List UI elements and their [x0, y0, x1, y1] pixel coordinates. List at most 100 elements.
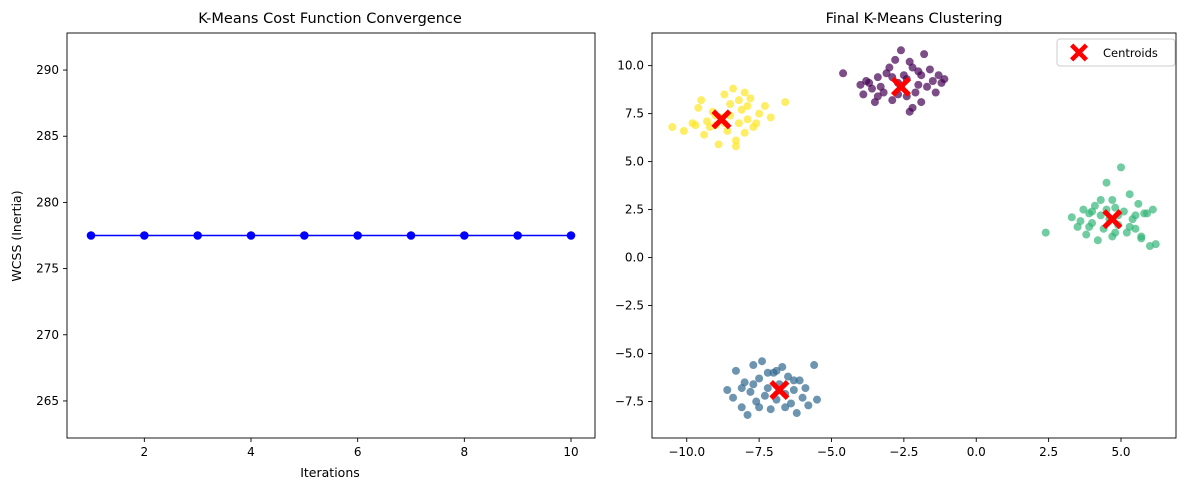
cluster-point [740, 128, 749, 137]
cluster-point [755, 403, 764, 412]
y-tick-label: 7.5 [625, 107, 644, 121]
cluster-point [1137, 232, 1146, 241]
cluster-point [1096, 211, 1105, 220]
cluster-point [720, 90, 729, 99]
cluster-point [778, 362, 787, 371]
cluster-point [755, 374, 764, 383]
cluster-point [1041, 228, 1050, 237]
cluster-point [865, 78, 874, 87]
cluster-point [731, 142, 740, 151]
cluster-point [737, 384, 746, 393]
cluster-point [781, 403, 790, 412]
plot-frame [66, 32, 596, 439]
cluster-point [795, 376, 804, 385]
cluster-point [740, 88, 749, 97]
cluster-point [928, 76, 937, 85]
cluster-point [1067, 213, 1076, 222]
data-point [193, 231, 202, 240]
cluster-point [697, 96, 706, 105]
cluster-point [694, 103, 703, 112]
centroid-marker [769, 380, 790, 401]
cluster-point [766, 405, 775, 414]
cluster-point [714, 140, 723, 149]
cluster-point [746, 387, 755, 396]
data-point [86, 231, 96, 240]
cluster-point [743, 115, 752, 124]
cluster-point [743, 410, 752, 419]
chart-title: K-Means Cost Function Convergence [198, 11, 462, 27]
x-tick-label: 2.5 [1039, 445, 1058, 459]
cluster-point [920, 50, 929, 59]
cluster-point [723, 126, 732, 135]
cluster-point [789, 376, 798, 385]
centroid-marker [890, 76, 911, 97]
cluster-point [1143, 209, 1152, 218]
cluster-point [891, 55, 900, 64]
cluster-point [1134, 199, 1143, 208]
x-tick-label: 0.0 [967, 445, 986, 459]
cluster-point [731, 366, 740, 375]
cluster-point [737, 403, 746, 412]
centroid-marker [1102, 209, 1123, 230]
cluster-point [668, 123, 677, 132]
x-tick-label: 10 [563, 445, 578, 459]
cluster-point [737, 105, 746, 114]
cluster-point [931, 88, 940, 97]
x-tick-label: −10.0 [668, 445, 705, 459]
cluster-point [734, 119, 743, 128]
x-tick-label: −2.5 [889, 445, 918, 459]
cluster-point [856, 80, 865, 89]
plot-area: 2 4 6 8 10 265 270 275 280 285 290 [36, 32, 596, 459]
cluster-point [749, 361, 758, 370]
cluster-point [1085, 222, 1094, 231]
cluster-point [804, 401, 813, 410]
cluster-point [1125, 190, 1134, 199]
cluster-point [801, 384, 810, 393]
cluster-point [760, 101, 769, 110]
cluster-point [758, 357, 767, 366]
cluster-point [810, 361, 819, 370]
y-tick-label: −2.5 [615, 299, 644, 313]
cluster-point [763, 384, 772, 393]
y-tick-label: −7.5 [615, 395, 644, 409]
cluster-point [911, 88, 920, 97]
cluster-point [1102, 178, 1111, 187]
cluster-point [691, 121, 700, 130]
cluster-point [789, 386, 798, 395]
y-tick-label: 290 [36, 63, 59, 77]
chart-title: Final K-Means Clustering [826, 11, 1003, 27]
x-tick-label: 2 [141, 445, 149, 459]
chart-cost-convergence: K-Means Cost Function Convergence 2 4 6 8 10… [9, 11, 596, 480]
cluster-point [723, 386, 732, 395]
cluster-point [934, 71, 943, 80]
legend-centroid-marker [1070, 43, 1088, 62]
cluster-point [882, 69, 891, 78]
cluster-point [1111, 203, 1120, 212]
y-tick-label: −5.0 [615, 347, 644, 361]
cluster-point [1125, 222, 1134, 231]
cluster-point [917, 71, 926, 80]
centroid-marker [711, 109, 732, 130]
cluster-point [925, 65, 934, 74]
cluster-point [859, 90, 868, 99]
plot-frame [651, 32, 1177, 439]
cluster-point [1093, 236, 1102, 245]
cluster-point [786, 399, 795, 408]
cluster-point [1082, 230, 1091, 239]
cluster-point [760, 391, 769, 400]
plot-area: −10.0 −7.5 −5.0 −2.5 0.0 2.5 5.0 −7.5 −5.0 −2.5 0.… [615, 32, 1177, 459]
cluster-point [914, 80, 923, 89]
cluster-point [1111, 228, 1120, 237]
y-axis-label: WCSS (Inertia) [9, 190, 24, 281]
cluster-point [731, 136, 740, 145]
cluster-point [784, 372, 793, 381]
cluster-point [752, 119, 761, 128]
cluster-point [1116, 163, 1125, 172]
cluster-point [766, 113, 775, 122]
cluster-point [940, 75, 949, 84]
x-axis-label: Iterations [300, 465, 360, 480]
cluster-point [1131, 211, 1140, 220]
legend-x-icon [1070, 43, 1088, 62]
